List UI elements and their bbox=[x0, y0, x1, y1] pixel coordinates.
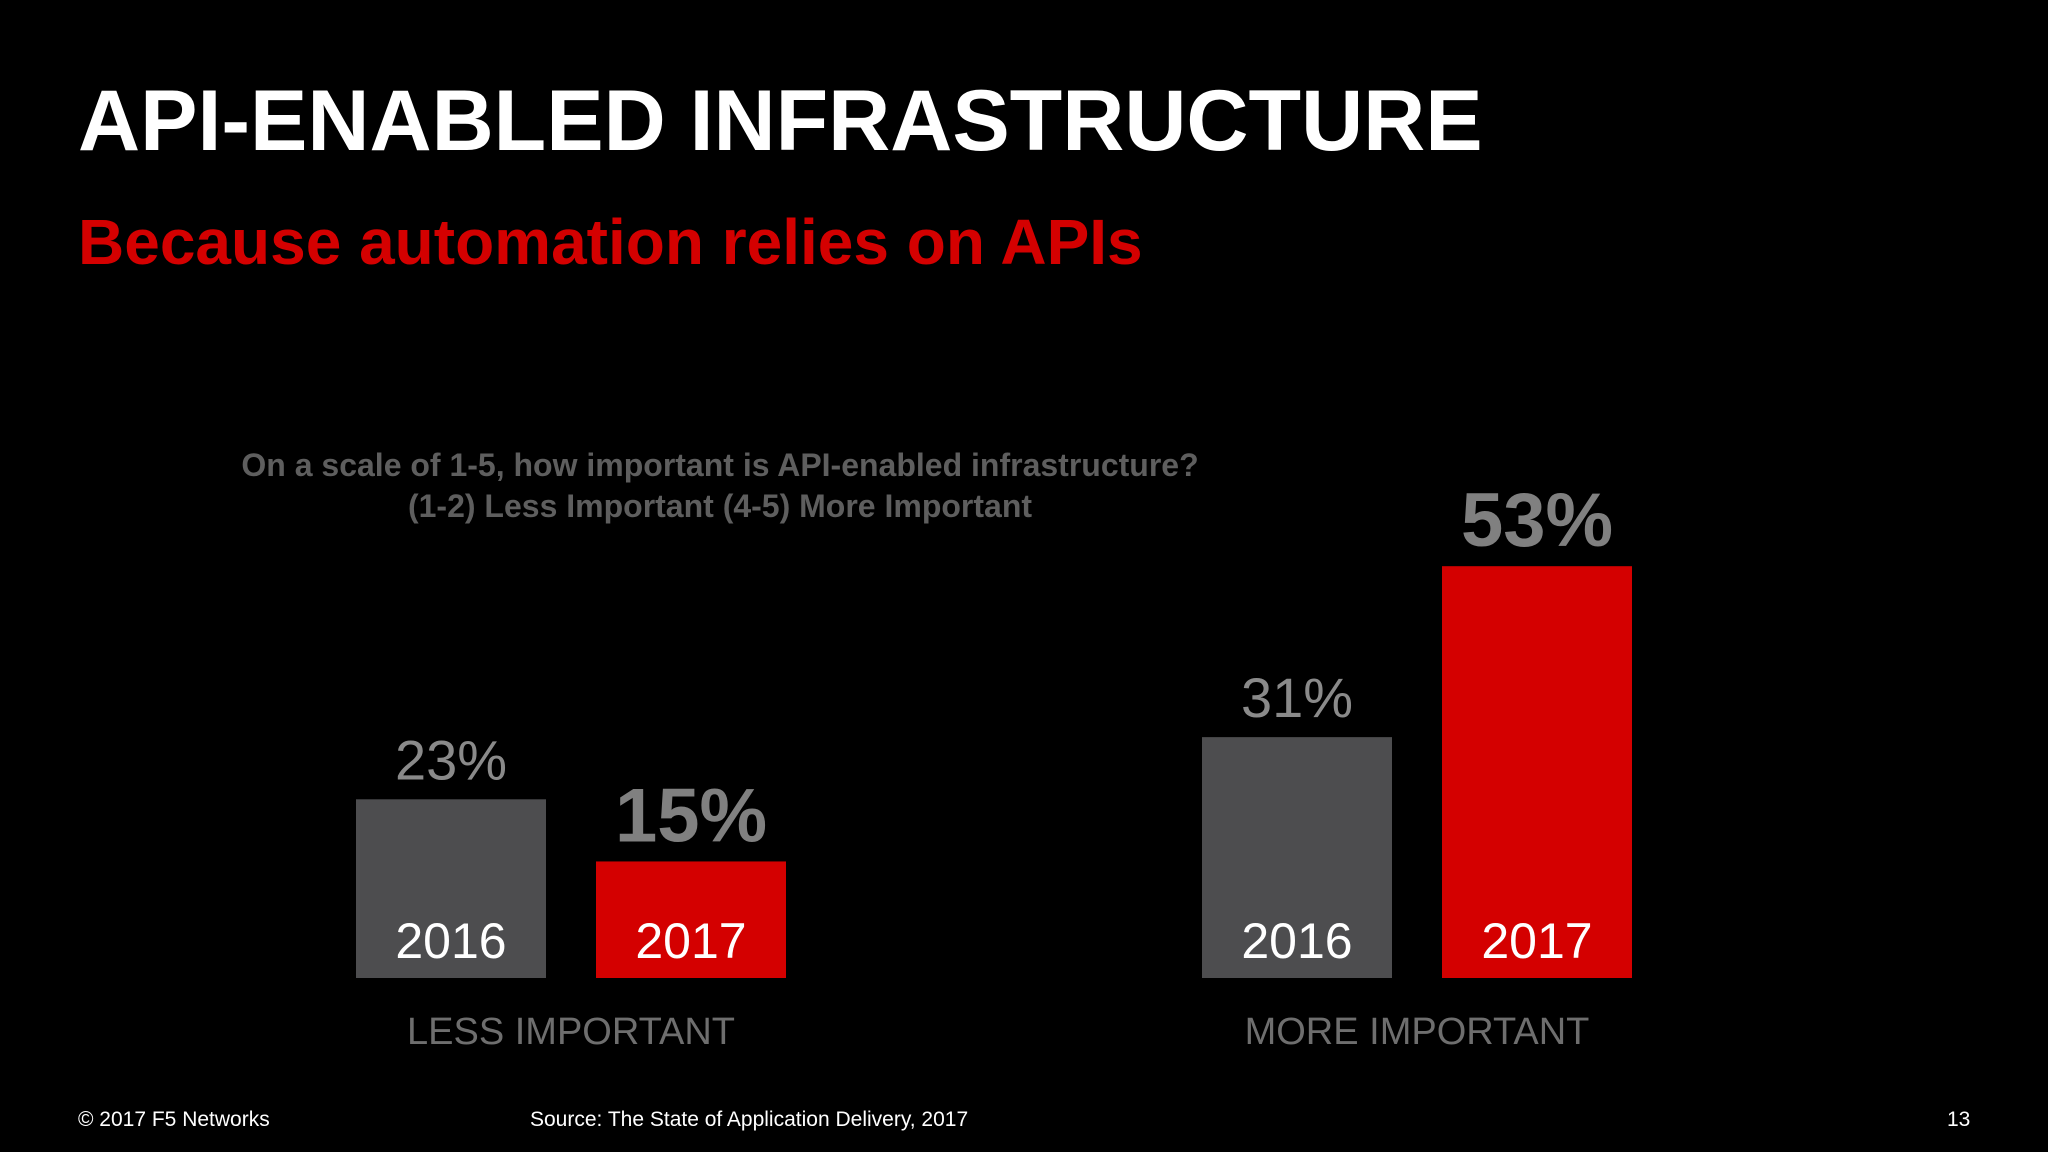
bar-more-important-2016 bbox=[1202, 737, 1392, 978]
slide-subtitle: Because automation relies on APIs bbox=[78, 206, 1143, 278]
value-label-less-important-2016: 23% bbox=[395, 728, 507, 791]
category-label-more-important-2016: 2016 bbox=[1241, 913, 1352, 969]
bar-less-important-2017 bbox=[596, 861, 786, 978]
value-label-less-important-2017: 15% bbox=[615, 773, 767, 858]
category-label-more-important-2017: 2017 bbox=[1481, 913, 1592, 969]
survey-question: On a scale of 1-5, how important is API-… bbox=[200, 445, 1240, 527]
value-label-more-important-2016: 31% bbox=[1241, 666, 1353, 729]
footer-source: Source: The State of Application Deliver… bbox=[530, 1108, 969, 1131]
page-number: 13 bbox=[1947, 1108, 1971, 1131]
category-label-less-important-2016: 2016 bbox=[395, 913, 506, 969]
group-label-more-important: MORE IMPORTANT bbox=[1245, 1011, 1590, 1053]
value-label-more-important-2017: 53% bbox=[1461, 478, 1613, 563]
slide-title: API-ENABLED INFRASTRUCTURE bbox=[78, 73, 1483, 169]
category-label-less-important-2017: 2017 bbox=[635, 913, 746, 969]
survey-question-line-1: On a scale of 1-5, how important is API-… bbox=[241, 447, 1199, 483]
footer-copyright: © 2017 F5 Networks bbox=[78, 1108, 270, 1131]
bar-less-important-2016 bbox=[356, 799, 546, 978]
survey-question-line-2: (1-2) Less Important (4-5) More Importan… bbox=[407, 488, 1033, 524]
group-label-less-important: LESS IMPORTANT bbox=[407, 1011, 735, 1053]
bar-more-important-2017 bbox=[1442, 566, 1632, 978]
